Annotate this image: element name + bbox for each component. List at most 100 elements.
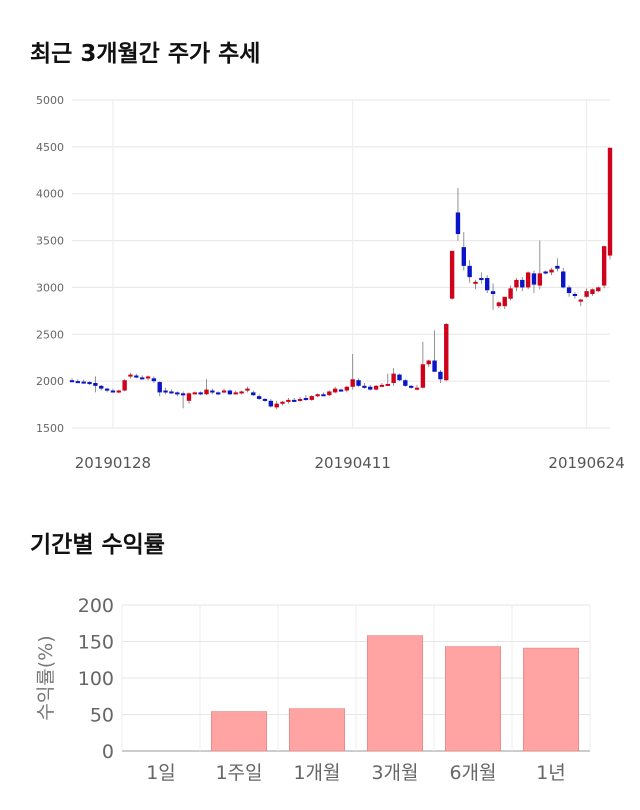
candle-body xyxy=(69,380,75,383)
candle-body xyxy=(403,380,408,386)
candle xyxy=(373,384,379,391)
candle-body xyxy=(520,279,525,288)
price-trend-title: 최근 3개월간 주가 추세 xyxy=(30,41,261,67)
y-tick-label: 150 xyxy=(78,632,114,654)
candle xyxy=(204,379,209,396)
candle-body xyxy=(169,391,174,394)
candle xyxy=(87,381,92,385)
candle xyxy=(467,260,472,283)
candle xyxy=(262,398,268,402)
candle xyxy=(297,397,303,402)
candle xyxy=(561,267,566,289)
candle xyxy=(414,384,420,391)
x-tick-label: 1일 xyxy=(146,762,176,784)
candle xyxy=(461,232,466,271)
candle-body xyxy=(87,382,92,385)
candle xyxy=(274,400,279,410)
bar-6개월 xyxy=(445,646,501,752)
candle-body xyxy=(414,387,420,390)
candle-body xyxy=(186,393,192,401)
candle-body xyxy=(110,390,116,393)
candle-body xyxy=(99,385,104,389)
candle-body xyxy=(157,382,162,393)
candle-body xyxy=(578,299,583,302)
candle-body xyxy=(485,278,490,291)
candle xyxy=(69,378,75,383)
candle-body xyxy=(373,385,379,390)
candle xyxy=(537,240,543,290)
candle xyxy=(479,272,484,284)
candle-body xyxy=(216,392,221,395)
candle-body xyxy=(543,271,548,274)
candle xyxy=(239,390,244,395)
bar-1주일 xyxy=(211,711,267,752)
candle xyxy=(455,188,461,241)
candle-body xyxy=(297,398,303,401)
candle-body xyxy=(93,383,98,386)
y-tick-label: 2500 xyxy=(36,328,64,341)
candle-body xyxy=(344,386,350,391)
y-tick-label: 200 xyxy=(78,595,114,617)
candle xyxy=(485,275,490,294)
candle-body xyxy=(338,389,344,392)
candle xyxy=(116,389,121,394)
returns-chart-x-ticks: 1일 1주일 1개월 3개월 6개월 1년 xyxy=(146,762,566,784)
price-chart-candles xyxy=(69,147,613,410)
candle-body xyxy=(444,323,449,381)
candle-body xyxy=(145,376,151,379)
candle-body xyxy=(239,391,244,394)
x-tick-label: 1개월 xyxy=(293,762,340,784)
candle-body xyxy=(432,360,437,372)
candle xyxy=(508,285,513,301)
candle xyxy=(128,372,133,379)
candle xyxy=(566,285,572,297)
candle xyxy=(379,383,385,387)
candle xyxy=(321,392,326,397)
candle xyxy=(93,376,98,393)
candle xyxy=(210,388,215,395)
candle xyxy=(99,384,104,391)
candle-body xyxy=(292,399,297,402)
candle-body xyxy=(397,374,402,381)
candle-body xyxy=(256,396,262,399)
candle-body xyxy=(549,269,554,273)
candle-body xyxy=(175,392,180,395)
candle-body xyxy=(128,374,133,377)
candle-body xyxy=(116,390,121,393)
candle xyxy=(163,387,168,395)
candle xyxy=(122,379,127,392)
candle xyxy=(473,279,478,290)
y-tick-label: 0 xyxy=(102,741,114,763)
y-tick-label: 2000 xyxy=(36,375,64,388)
candle-body xyxy=(104,388,110,391)
candle xyxy=(350,353,355,390)
candle xyxy=(584,288,589,298)
x-tick-label: 20190411 xyxy=(315,454,391,472)
candle-body xyxy=(362,385,367,388)
bar-1개월 xyxy=(289,708,345,752)
y-tick-label: 4000 xyxy=(36,188,64,201)
candle xyxy=(216,391,221,396)
candle-body xyxy=(75,381,81,384)
candle xyxy=(251,390,256,397)
candle-body xyxy=(309,396,314,400)
candle-body xyxy=(572,293,578,296)
x-tick-label: 6개월 xyxy=(449,762,496,784)
candle-body xyxy=(327,391,332,396)
candle xyxy=(192,391,197,395)
candle-body xyxy=(426,360,431,365)
returns-chart-gridlines xyxy=(121,604,591,752)
candle xyxy=(268,398,274,408)
x-tick-label: 1년 xyxy=(536,762,566,784)
candle xyxy=(75,379,81,384)
y-tick-label: 3000 xyxy=(36,281,64,294)
candle xyxy=(403,379,408,387)
candle xyxy=(601,246,607,289)
candle-body xyxy=(245,388,250,391)
candle xyxy=(180,391,186,409)
x-tick-label: 1주일 xyxy=(215,762,262,784)
candle-body xyxy=(163,390,168,393)
candle xyxy=(151,376,157,384)
candle xyxy=(286,398,291,404)
candle xyxy=(309,395,314,401)
